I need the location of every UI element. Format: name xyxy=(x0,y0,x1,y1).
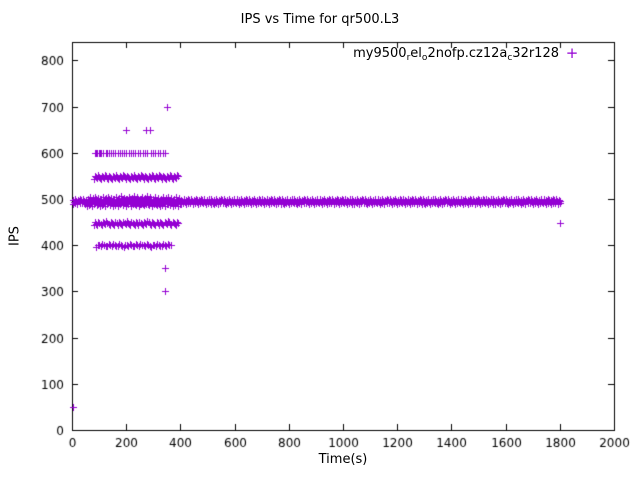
legend-label-segment: 32r128 xyxy=(512,46,559,61)
legend-label-segment: 2nofp.cz12a xyxy=(427,46,508,61)
legend-series-label: my9500relo2nofp.cz12ac32r128 xyxy=(353,46,559,63)
legend-label-segment: r xyxy=(406,53,411,63)
legend-label-segment: o xyxy=(421,53,428,63)
legend: my9500relo2nofp.cz12ac32r128 + xyxy=(353,44,585,64)
legend-label-segment: c xyxy=(507,53,513,63)
legend-label-segment: el xyxy=(410,46,422,61)
y-axis-label: IPS xyxy=(7,226,23,246)
legend-label-segment: my9500 xyxy=(353,46,407,61)
x-axis-label: Time(s) xyxy=(318,452,368,467)
plus-marker-icon: + xyxy=(565,44,579,62)
